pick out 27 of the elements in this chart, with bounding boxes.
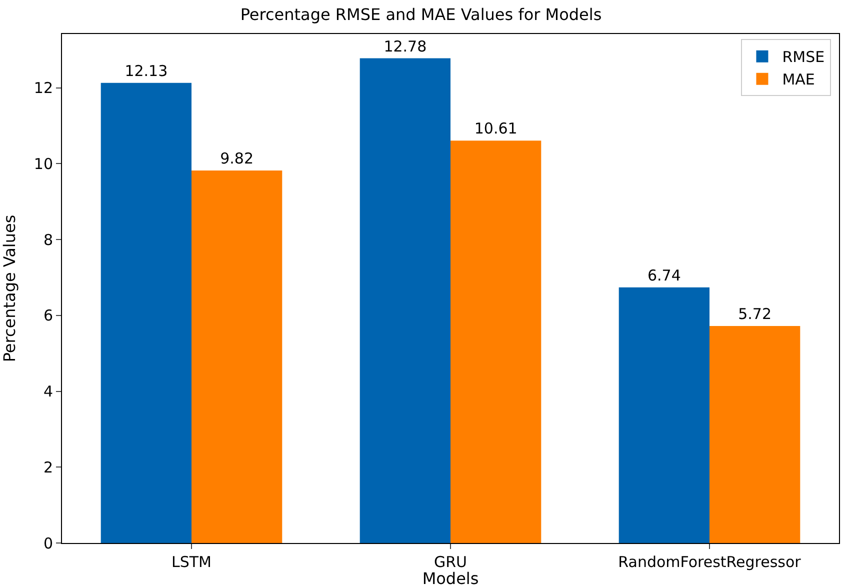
y-tick-label: 4 bbox=[43, 382, 53, 401]
data-label: 6.74 bbox=[647, 266, 681, 284]
bar bbox=[100, 82, 192, 543]
bar bbox=[450, 140, 542, 543]
data-label: 12.78 bbox=[384, 37, 427, 56]
y-tick-label: 8 bbox=[43, 230, 53, 249]
x-tick-label: GRU bbox=[434, 553, 468, 571]
y-axis-title: Percentage Values bbox=[0, 214, 19, 362]
bar bbox=[192, 170, 282, 543]
data-label: 9.82 bbox=[220, 150, 254, 168]
y-tick-label: 6 bbox=[43, 306, 53, 325]
data-label: 5.72 bbox=[738, 305, 772, 324]
y-tick-label: 0 bbox=[43, 534, 53, 552]
chart-title: Percentage RMSE and MAE Values for Models bbox=[240, 5, 602, 24]
x-tick-label: LSTM bbox=[172, 553, 212, 571]
y-tick-label: 12 bbox=[34, 79, 53, 98]
legend-label: RMSE bbox=[782, 48, 825, 66]
bar bbox=[618, 287, 710, 543]
legend-label: MAE bbox=[782, 70, 815, 89]
y-tick-label: 2 bbox=[43, 458, 53, 476]
data-label: 12.13 bbox=[124, 62, 168, 80]
bar bbox=[710, 326, 800, 543]
data-label: 10.61 bbox=[474, 120, 518, 138]
y-tick-label: 10 bbox=[34, 154, 53, 173]
bar bbox=[360, 58, 450, 543]
x-axis-title: Models bbox=[422, 569, 479, 588]
x-tick-label: RandomForestRegressor bbox=[618, 553, 802, 571]
